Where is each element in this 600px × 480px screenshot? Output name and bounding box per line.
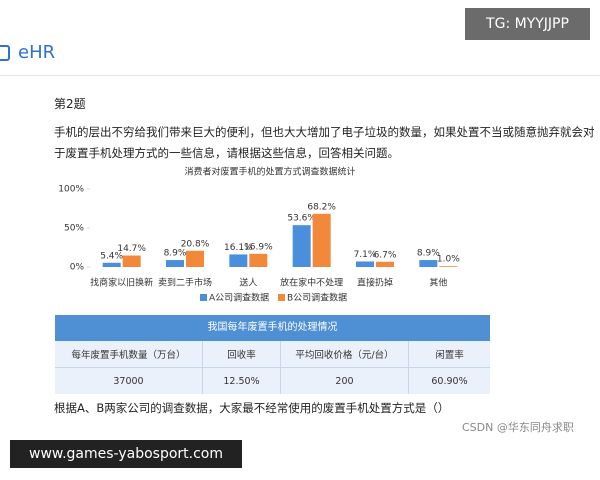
bar bbox=[166, 260, 184, 267]
bar bbox=[419, 260, 438, 267]
value-label: 5.4% bbox=[100, 251, 123, 261]
question-line: 手机的层出不穷给我们带来巨大的便利，但也大大增加了电子垃圾的数量，如果处置不当或… bbox=[54, 125, 595, 139]
x-tick-label: 直接扔掉 bbox=[357, 277, 393, 289]
value-label: 1.0% bbox=[437, 255, 460, 265]
bar bbox=[186, 250, 204, 267]
bar bbox=[102, 262, 121, 267]
question-prompt: 根据A、B两家公司的调查数据，大家最不经常使用的废置手机处置方式是（） bbox=[54, 401, 450, 415]
question-number: 第2题 bbox=[54, 97, 86, 111]
legend-swatch bbox=[200, 294, 207, 301]
legend-label: A公司调查数据 bbox=[209, 292, 269, 304]
table-cell: 每年废置手机数量（万台） bbox=[55, 341, 203, 368]
x-tick-label: 找商家以旧换新 bbox=[90, 277, 153, 289]
value-label: 53.6% bbox=[287, 214, 316, 224]
value-label: 20.8% bbox=[181, 239, 210, 249]
bar bbox=[122, 255, 141, 267]
y-tick-label: 50% bbox=[64, 224, 84, 234]
bar bbox=[249, 253, 268, 267]
legend-swatch bbox=[278, 294, 285, 301]
question-line: 于废置手机处理方式的一些信息，请根据这些信息，回答相关问题。 bbox=[54, 146, 399, 160]
table-cell: 回收率 bbox=[202, 341, 281, 368]
table: 每年废置手机数量（万台） 回收率 平均回收价格（元/台） 闲置率 37000 1… bbox=[55, 341, 490, 394]
value-label: 8.9% bbox=[417, 249, 440, 259]
app-icon bbox=[0, 45, 10, 61]
value-label: 14.7% bbox=[117, 244, 146, 254]
table-row: 每年废置手机数量（万台） 回收率 平均回收价格（元/台） 闲置率 bbox=[55, 341, 490, 368]
table-cell: 200 bbox=[280, 367, 409, 394]
bar bbox=[439, 266, 458, 267]
value-label: 16.1% bbox=[224, 243, 253, 253]
credit: CSDN @华东同舟求职 bbox=[462, 421, 574, 434]
value-label: 6.7% bbox=[374, 250, 397, 260]
table-cell: 12.50% bbox=[202, 367, 281, 394]
value-label: 8.9% bbox=[164, 249, 187, 259]
y-tick-label: 100% bbox=[58, 185, 84, 195]
bar bbox=[229, 254, 248, 267]
x-tick-label: 卖到二手市场 bbox=[158, 277, 212, 289]
table-cell: 闲置率 bbox=[408, 341, 490, 368]
value-label: 68.2% bbox=[307, 202, 336, 212]
bar bbox=[312, 213, 331, 267]
bar bbox=[356, 261, 374, 267]
table-title: 我国每年废置手机的处理情况 bbox=[55, 315, 490, 341]
table-cell: 平均回收价格（元/台） bbox=[280, 341, 409, 368]
bar bbox=[292, 225, 311, 267]
table-cell: 37000 bbox=[55, 367, 203, 394]
x-tick-label: 放在家中不处理 bbox=[280, 277, 343, 289]
x-tick-label: 其他 bbox=[429, 277, 447, 289]
legend-label: B公司调查数据 bbox=[287, 292, 347, 304]
badge: TG: MYYJJPP bbox=[465, 8, 590, 40]
app-name: eHR bbox=[18, 42, 56, 63]
value-label: 7.1% bbox=[354, 250, 377, 260]
chart-title: 消费者对废置手机的处置方式调查数据统计 bbox=[184, 166, 355, 178]
y-tick-label: 0% bbox=[70, 263, 85, 273]
value-label: 16.9% bbox=[244, 242, 273, 252]
watermark: www.games-yabosport.com bbox=[10, 440, 242, 468]
x-tick-label: 送人 bbox=[239, 277, 257, 289]
chart: 消费者对废置手机的处置方式调查数据统计 0% 50% 100% 找商家以旧换新 5.4%… bbox=[58, 166, 460, 304]
bar bbox=[376, 261, 394, 267]
table-row: 37000 12.50% 200 60.90% bbox=[55, 367, 490, 394]
table-cell: 60.90% bbox=[431, 375, 468, 387]
